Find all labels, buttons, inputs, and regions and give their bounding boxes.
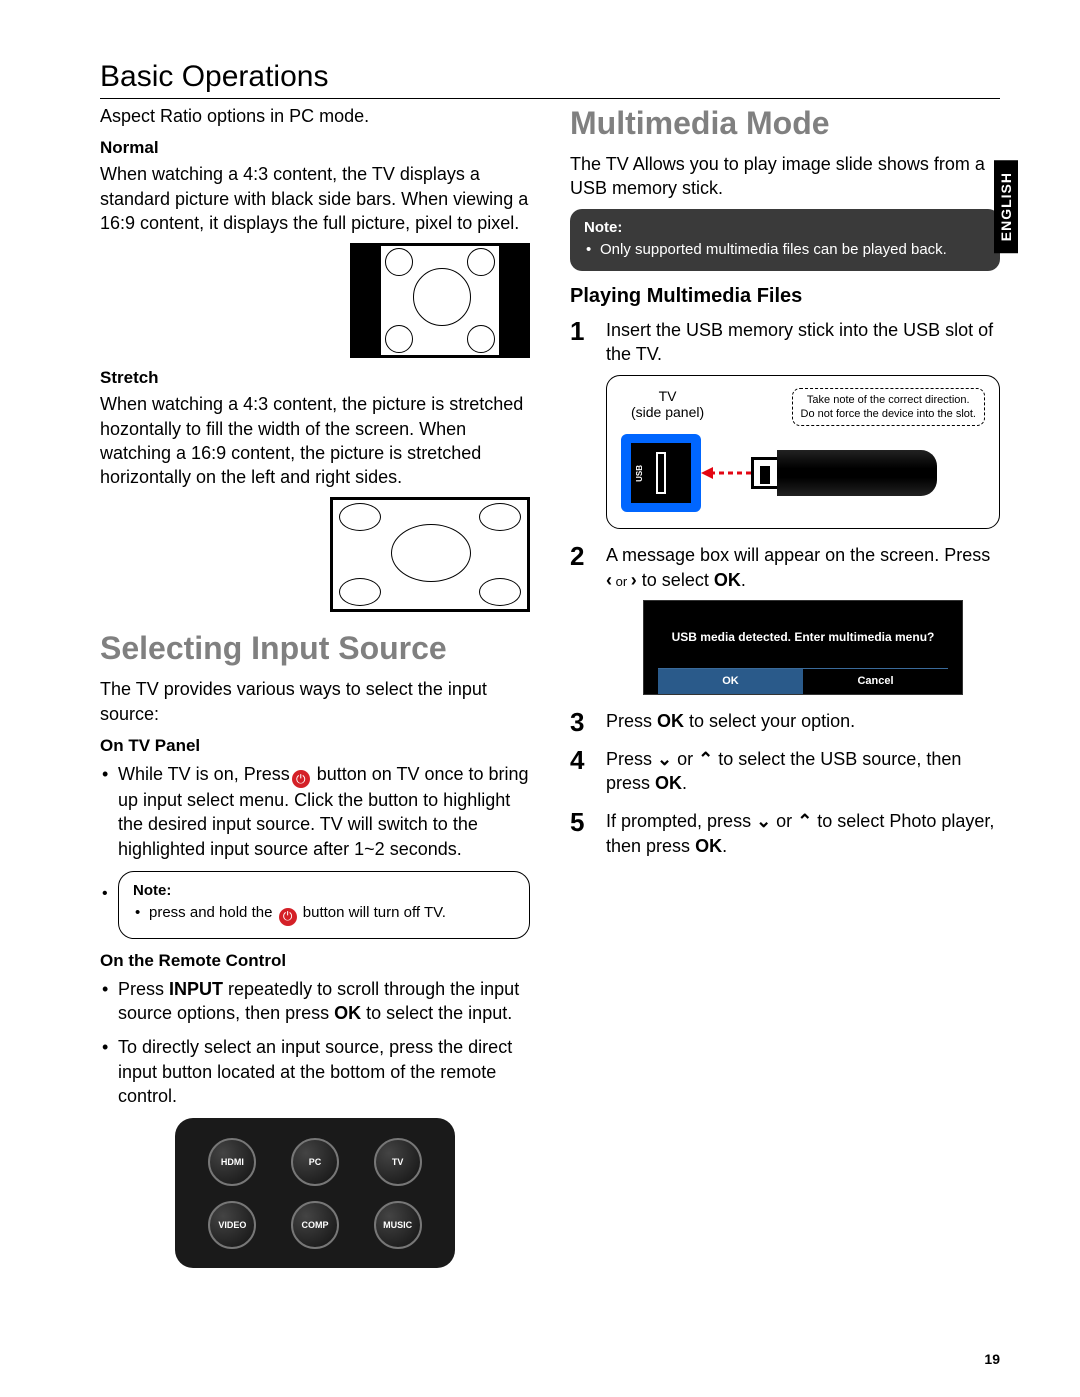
note-text: press and hold the ⏻ button will turn of…: [149, 903, 515, 926]
intro-text: Aspect Ratio options in PC mode.: [100, 105, 530, 128]
page-title: Basic Operations: [100, 60, 1000, 99]
power-icon: ⏻: [292, 770, 310, 788]
on-tv-panel-heading: On TV Panel: [100, 736, 530, 756]
dialog-ok-button: OK: [658, 669, 803, 694]
remote-btn-pc: PC: [291, 1138, 339, 1186]
usb-warning: Take note of the correct direction. Do n…: [792, 388, 986, 427]
step-2: A message box will appear on the screen.…: [570, 543, 1000, 694]
stretch-heading: Stretch: [100, 368, 530, 388]
remote-btn-comp: COMP: [291, 1201, 339, 1249]
dialog-text: USB media detected. Enter multimedia men…: [658, 629, 948, 646]
remote-btn-tv: TV: [374, 1138, 422, 1186]
selecting-input-intro: The TV provides various ways to select t…: [100, 677, 530, 726]
usb-diagram: TV (side panel) Take note of the correct…: [606, 375, 1000, 530]
note-text: Only supported multimedia files can be p…: [600, 240, 986, 260]
up-arrow-icon: ⌃: [797, 809, 812, 833]
language-tab: ENGLISH: [994, 160, 1018, 253]
aspect-stretch-diagram: [330, 497, 530, 612]
usb-port-label: USB: [635, 465, 646, 482]
remote-panel: HDMI PC TV VIDEO COMP MUSIC: [175, 1118, 455, 1268]
up-arrow-icon: ⌃: [698, 747, 713, 771]
tv-label: TV (side panel): [631, 388, 704, 422]
normal-text: When watching a 4:3 content, the TV disp…: [100, 162, 530, 235]
multimedia-heading: Multimedia Mode: [570, 105, 1000, 142]
step-3: Press OK to select your option.: [570, 709, 1000, 733]
screen-dialog: USB media detected. Enter multimedia men…: [643, 600, 963, 695]
selecting-input-heading: Selecting Input Source: [100, 630, 530, 667]
remote-btn-music: MUSIC: [374, 1201, 422, 1249]
stretch-text: When watching a 4:3 content, the picture…: [100, 392, 530, 489]
multimedia-intro: The TV Allows you to play image slide sh…: [570, 152, 1000, 201]
step-4: Press ⌄ or ⌃ to select the USB source, t…: [570, 747, 1000, 796]
power-icon: ⏻: [279, 908, 297, 926]
remote-bullet-2: To directly select an input source, pres…: [118, 1035, 530, 1108]
on-remote-heading: On the Remote Control: [100, 951, 530, 971]
page-columns: Aspect Ratio options in PC mode. Normal …: [100, 105, 1000, 1268]
note-box-multimedia: Note: Only supported multimedia files ca…: [570, 209, 1000, 272]
step-1: Insert the USB memory stick into the USB…: [570, 318, 1000, 529]
note-box-panel: Note: press and hold the ⏻ button will t…: [118, 871, 530, 939]
remote-bullet-1: Press INPUT repeatedly to scroll through…: [118, 977, 530, 1026]
usb-stick: [751, 450, 937, 496]
down-arrow-icon: ⌄: [657, 747, 672, 771]
remote-btn-video: VIDEO: [208, 1201, 256, 1249]
right-column: Multimedia Mode The TV Allows you to pla…: [570, 105, 1000, 1268]
usb-port: USB: [621, 434, 701, 512]
step-5: If prompted, press ⌄ or ⌃ to select Phot…: [570, 809, 1000, 858]
playing-files-heading: Playing Multimedia Files: [570, 285, 1000, 308]
aspect-normal-diagram: [350, 243, 530, 358]
down-arrow-icon: ⌄: [756, 809, 771, 833]
note-title: Note:: [133, 882, 515, 899]
normal-heading: Normal: [100, 138, 530, 158]
page-number: 19: [984, 1351, 1000, 1367]
note-title: Note:: [584, 219, 986, 236]
dialog-cancel-button: Cancel: [803, 669, 948, 694]
arrow-icon: [701, 471, 751, 475]
left-column: Aspect Ratio options in PC mode. Normal …: [100, 105, 530, 1268]
remote-btn-hdmi: HDMI: [208, 1138, 256, 1186]
panel-bullet: While TV is on, Press⏻ button on TV once…: [118, 762, 530, 861]
